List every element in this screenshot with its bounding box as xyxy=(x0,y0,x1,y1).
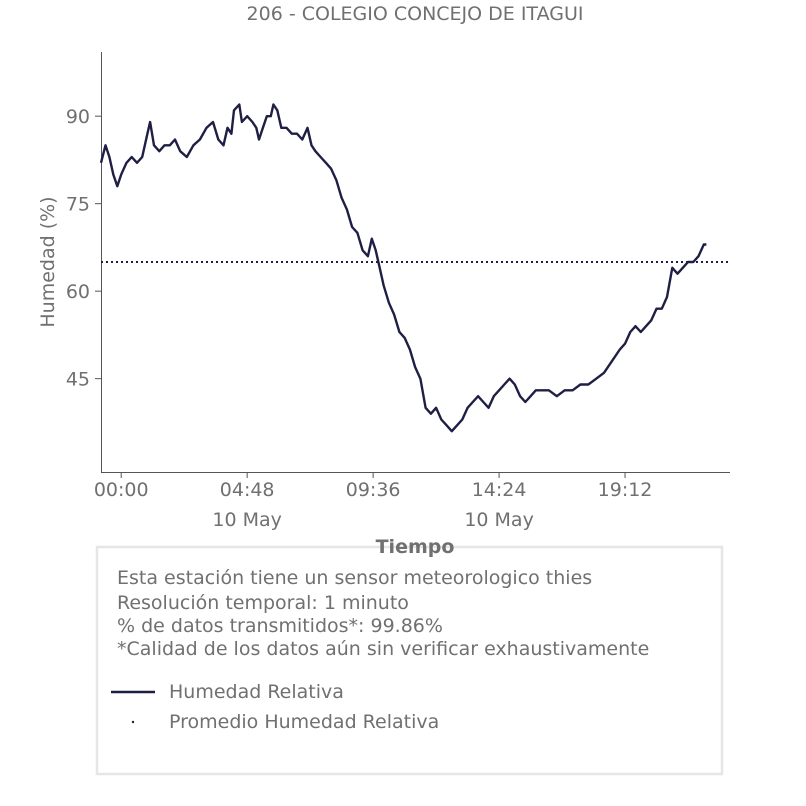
y-tick-label: 45 xyxy=(66,369,90,391)
x-tick-label: 19:12 xyxy=(598,479,653,501)
x-tick-label: 04:48 xyxy=(220,479,275,501)
y-tick-label: 75 xyxy=(66,194,90,216)
info-line-quality-note: *Calidad de los datos aún sin verificar … xyxy=(117,638,649,660)
info-box: Esta estación tiene un sensor meteorolog… xyxy=(95,545,724,776)
plot-area: 45 60 75 90 00:00 04:48 10 May 09:36 14:24 10 Ma… xyxy=(66,52,730,531)
x-tick-date-label: 10 May xyxy=(212,509,282,531)
x-tick-label: 09:36 xyxy=(346,479,401,501)
info-line-transmitted: % de datos transmitidos*: 99.86% xyxy=(117,615,443,637)
x-ticks: 00:00 04:48 10 May 09:36 14:24 10 May 19:12 xyxy=(94,472,653,531)
x-tick-label: 00:00 xyxy=(94,479,149,501)
y-tick-label: 90 xyxy=(66,106,90,128)
x-axis-label: Tiempo xyxy=(376,536,455,558)
y-axis-label: Humedad (%) xyxy=(37,196,59,327)
x-tick-date-label: 10 May xyxy=(464,509,534,531)
info-line-resolution: Resolución temporal: 1 minuto xyxy=(117,592,409,614)
y-ticks: 45 60 75 90 xyxy=(66,106,101,391)
x-tick-label: 14:24 xyxy=(472,479,527,501)
humidity-series-line xyxy=(99,103,707,433)
legend-label-humidity: Humedad Relativa xyxy=(169,681,344,703)
chart-title: 206 - COLEGIO CONCEJO DE ITAGUI xyxy=(247,3,584,25)
y-tick-label: 60 xyxy=(66,281,90,303)
info-box-frame xyxy=(95,545,724,776)
legend-dotted-swatch xyxy=(131,720,135,724)
legend-label-average: Promedio Humedad Relativa xyxy=(169,711,439,733)
info-line-sensor: Esta estación tiene un sensor meteorolog… xyxy=(117,567,592,589)
